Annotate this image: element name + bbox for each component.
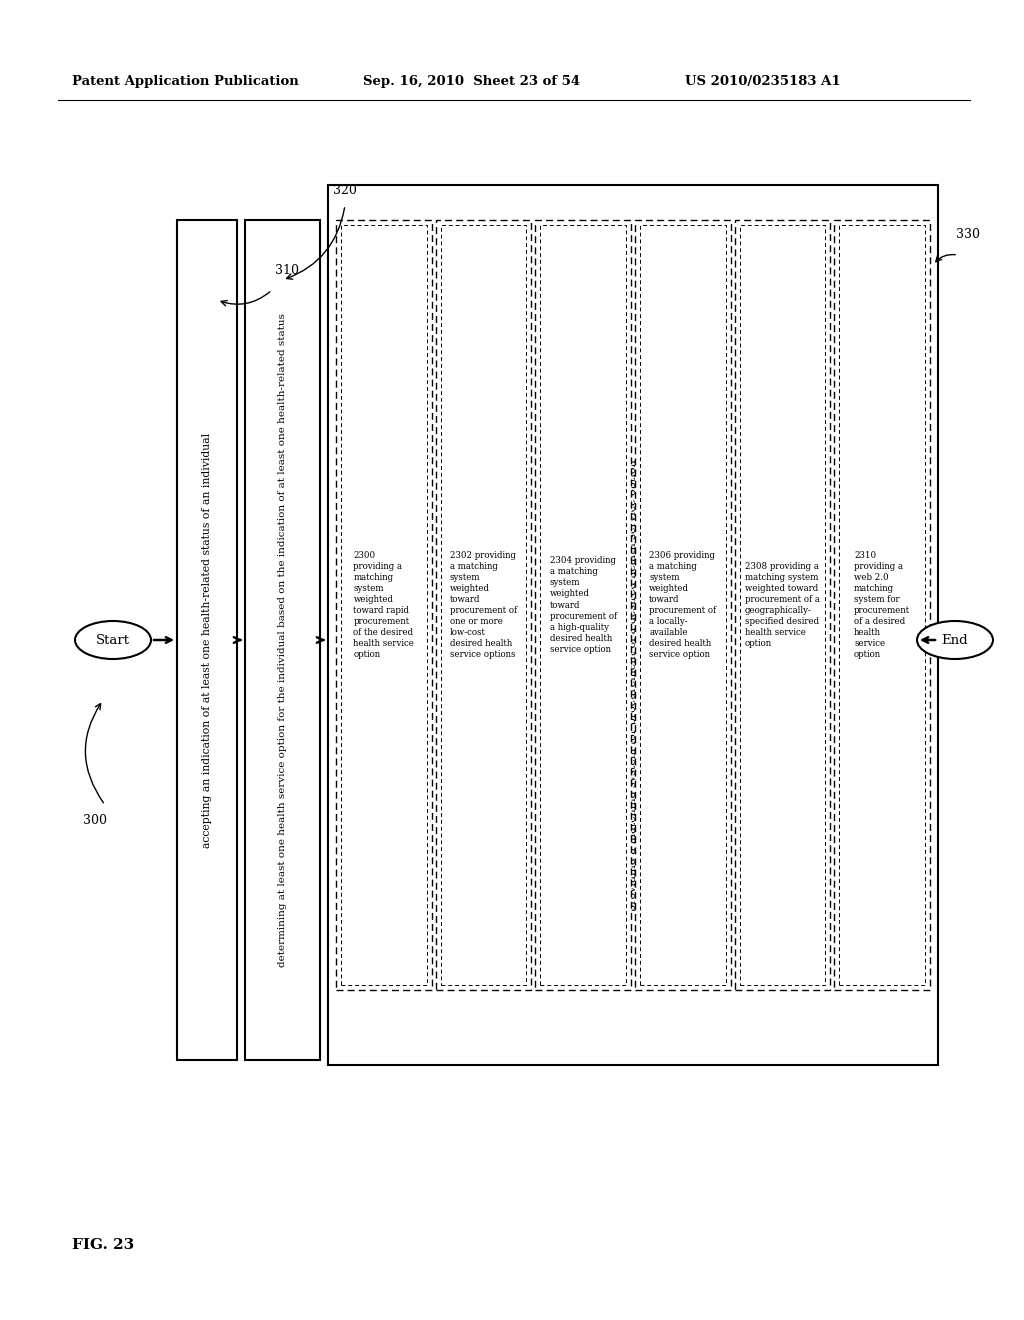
Text: Sep. 16, 2010  Sheet 23 of 54: Sep. 16, 2010 Sheet 23 of 54 (362, 75, 581, 88)
Text: 2304 providing
a matching
system
weighted
toward
procurement of
a high-quality
d: 2304 providing a matching system weighte… (550, 556, 616, 653)
Text: 2308 providing a
matching system
weighted toward
procurement of a
geographically: 2308 providing a matching system weighte… (745, 561, 820, 648)
Text: providing a matching system for procurement of a desired health service option: providing a matching system for procurem… (628, 459, 638, 911)
Bar (440, 224, 526, 985)
Text: 2302 providing
a matching
system
weighted
toward
procurement of
one or more
low-: 2302 providing a matching system weighte… (450, 550, 517, 660)
Bar (341, 224, 427, 985)
Text: 2300
providing a
matching
system
weighted
toward rapid
procurement
of the desire: 2300 providing a matching system weighte… (353, 550, 415, 660)
Bar (840, 224, 925, 985)
Bar (336, 220, 432, 990)
Text: accepting an indication of at least one health-related status of an individual: accepting an indication of at least one … (202, 433, 212, 847)
Text: 320: 320 (333, 183, 357, 197)
Bar (536, 220, 631, 990)
Text: 310: 310 (275, 264, 299, 276)
Bar (835, 220, 930, 990)
Bar (739, 224, 825, 985)
Bar (177, 220, 237, 1060)
Text: End: End (942, 634, 969, 647)
Ellipse shape (75, 620, 151, 659)
Text: Start: Start (96, 634, 130, 647)
Text: determining at least one health service option for the individual based on the i: determining at least one health service … (278, 313, 287, 968)
Bar (734, 220, 830, 990)
Bar (640, 224, 726, 985)
Text: US 2010/0235183 A1: US 2010/0235183 A1 (685, 75, 841, 88)
Text: 300: 300 (83, 813, 106, 826)
Text: Patent Application Publication: Patent Application Publication (72, 75, 299, 88)
Ellipse shape (918, 620, 993, 659)
Bar (635, 220, 731, 990)
Bar (435, 220, 531, 990)
Text: 2306 providing
a matching
system
weighted
toward
procurement of
a locally-
avail: 2306 providing a matching system weighte… (649, 550, 717, 660)
Bar (328, 185, 938, 1065)
Text: 2310
providing a
web 2.0
matching
system for
procurement
of a desired
health
ser: 2310 providing a web 2.0 matching system… (854, 550, 910, 660)
Text: FIG. 23: FIG. 23 (72, 1238, 134, 1251)
Text: 330: 330 (956, 228, 980, 242)
Bar (541, 224, 626, 985)
Bar (245, 220, 319, 1060)
